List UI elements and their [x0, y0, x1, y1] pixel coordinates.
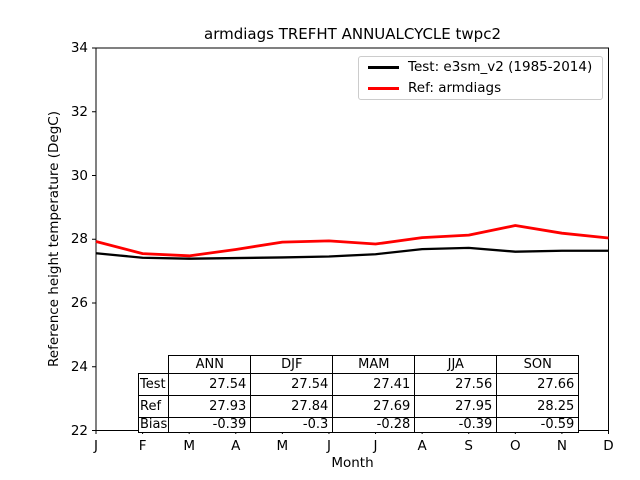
table-value-cell: 27.95 [414, 395, 498, 418]
table-value-cell: 27.54 [250, 373, 334, 396]
test-line-swatch [368, 66, 399, 69]
x-axis-label: Month [331, 455, 374, 471]
x-tick-label: A [231, 438, 241, 454]
y-tick-label: 32 [70, 103, 88, 120]
table-corner-blank [139, 356, 169, 374]
legend-entry-test: Test: e3sm_v2 (1985-2014) [359, 59, 602, 76]
table-value-cell: 28.25 [496, 395, 580, 418]
x-tick-label: S [464, 438, 473, 454]
table-value-cell: 27.93 [168, 395, 252, 418]
ref-line-swatch [368, 87, 399, 90]
y-tick-label: 22 [70, 422, 88, 439]
test-series-line [95, 246, 609, 260]
table-row: Ref 27.93 27.84 27.69 27.95 28.25 [137, 395, 580, 418]
table-col-header: ANN [168, 355, 252, 374]
table-col-header: JJA [414, 355, 498, 374]
y-tick-label: 30 [70, 167, 88, 184]
table-row-label: Test [137, 373, 170, 396]
x-tick-label: M [276, 438, 289, 454]
y-tick-label: 26 [70, 295, 88, 311]
x-tick-label: J [94, 438, 98, 454]
x-tick-label: N [556, 438, 567, 454]
table-value-cell: 27.56 [414, 373, 498, 396]
stats-table: ANN DJF MAM JJA SON Test 27.54 27.54 27.41 27.56 2… [137, 355, 580, 433]
table-value-cell: 27.84 [250, 395, 334, 418]
y-tick-label: 28 [70, 231, 88, 248]
table-value-cell: -0.3 [250, 417, 334, 433]
table-row: Bias -0.39 -0.3 -0.28 -0.39 -0.59 [137, 417, 580, 433]
y-tick-label: 34 [70, 40, 88, 56]
table-value-cell: -0.39 [168, 417, 252, 433]
series-lines [95, 224, 609, 260]
table-value-cell: -0.39 [414, 417, 498, 433]
table-value-cell: -0.59 [496, 417, 580, 433]
table-row-label: Ref [137, 395, 170, 418]
legend-label-test: Test: e3sm_v2 (1985-2014) [408, 59, 593, 75]
table-value-cell: 27.69 [332, 395, 416, 418]
table-row: Test 27.54 27.54 27.41 27.56 27.66 [137, 373, 580, 396]
ref-series-line [95, 224, 609, 258]
table-value-cell: 27.66 [496, 373, 580, 396]
chart-title: armdiags TREFHT ANNUALCYCLE twpc2 [204, 25, 501, 43]
x-tick-label: F [138, 438, 147, 454]
table-col-header: MAM [332, 355, 416, 374]
x-tick-label: J [326, 438, 331, 454]
x-tick-label: M [183, 438, 195, 454]
table-col-header: SON [496, 355, 580, 374]
y-tick-label: 24 [70, 358, 88, 375]
table-value-cell: -0.28 [332, 417, 416, 433]
x-tick-label: D [603, 438, 614, 454]
table-col-header: DJF [250, 355, 334, 374]
table-value-cell: 27.54 [168, 373, 252, 396]
x-tick-label: O [509, 438, 521, 454]
table-row-label: Bias [137, 417, 170, 433]
x-tick-label: J [373, 438, 378, 454]
legend-entry-ref: Ref: armdiags [359, 80, 602, 97]
table-value-cell: 27.41 [332, 373, 416, 396]
legend: Test: e3sm_v2 (1985-2014) Ref: armdiags [358, 56, 603, 100]
legend-label-ref: Ref: armdiags [408, 80, 502, 96]
x-tick-label: A [417, 438, 427, 454]
